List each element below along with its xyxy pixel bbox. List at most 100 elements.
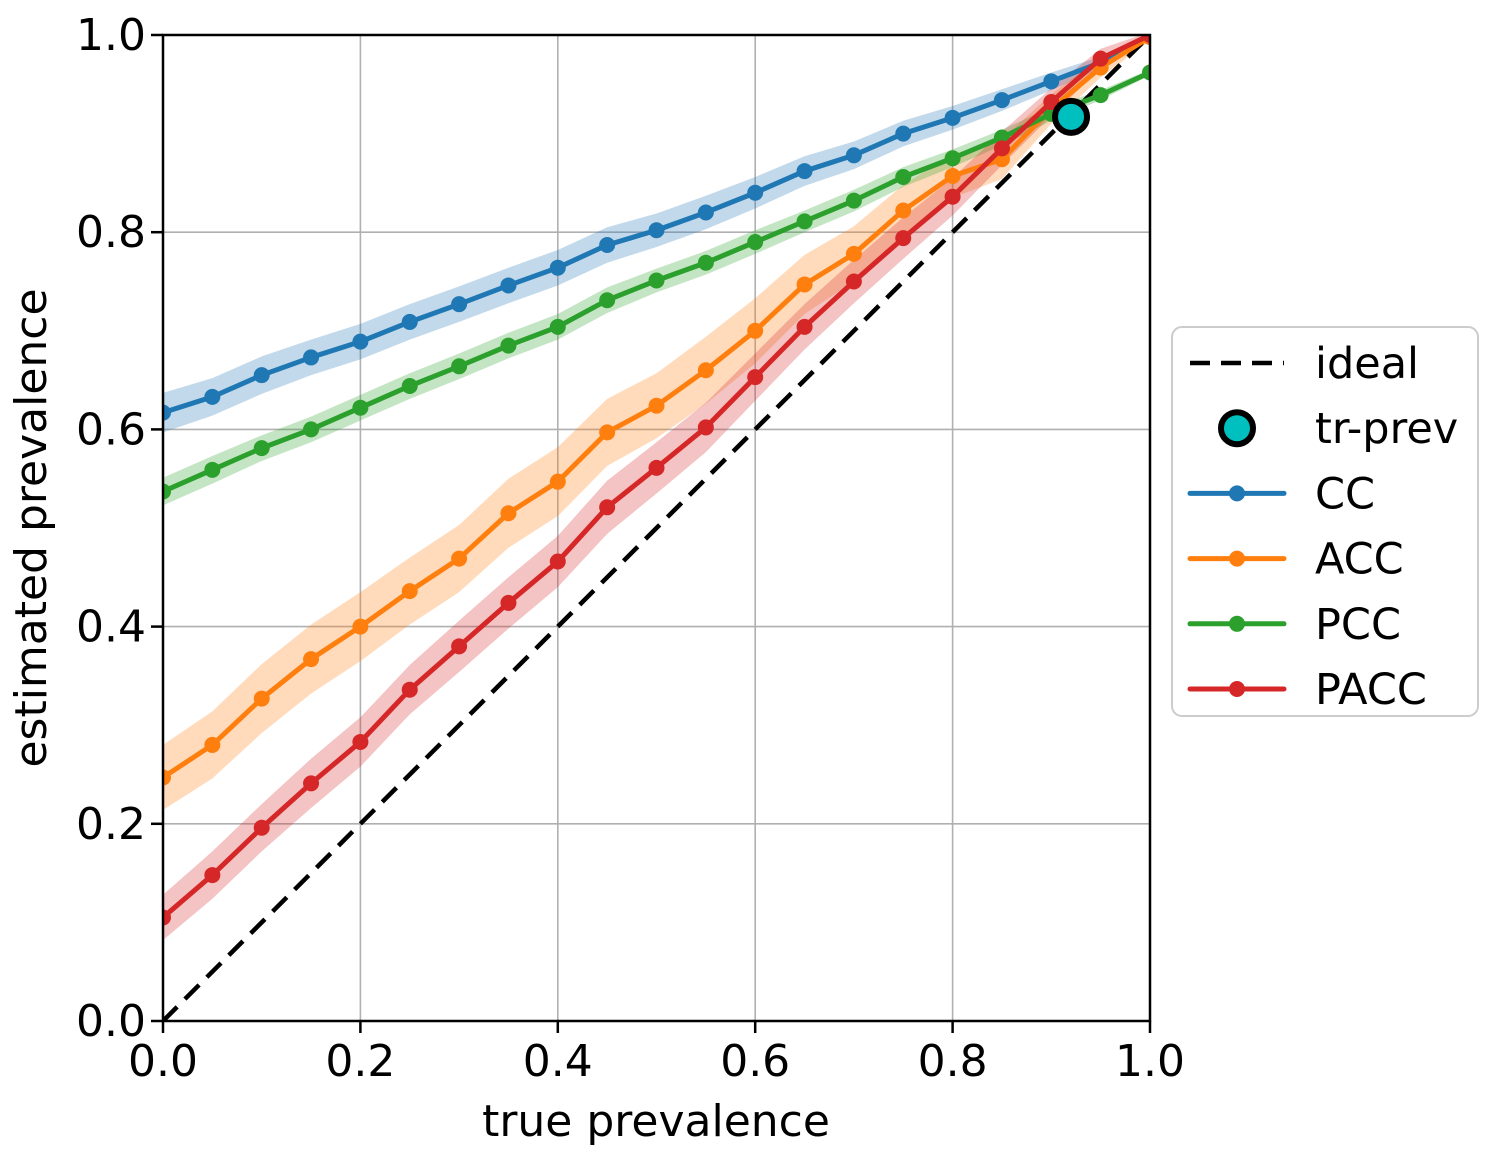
series-pacc-marker <box>500 594 517 611</box>
legend-marker-sample <box>1229 485 1245 502</box>
legend-marker-sample <box>1229 615 1245 632</box>
axis-ticks: 0.00.0 0.2 0.2 0.4 0.4 0.6 0.6 0.8 0.8 1.0 1.0 <box>76 10 1185 1087</box>
series-pacc-marker <box>253 819 270 836</box>
legend-item-tr-prev: tr-prev <box>1218 404 1458 454</box>
series-acc-marker <box>796 276 813 293</box>
series-acc-marker <box>401 583 418 600</box>
series-pacc-marker <box>1043 94 1060 111</box>
x-tick-label-0.8: 0.8 <box>918 1036 988 1087</box>
series-pcc-marker <box>451 358 468 375</box>
series-cc-marker <box>204 388 221 405</box>
series-pcc-marker <box>253 440 270 457</box>
y-tick-label-0.8: 0.8 <box>76 207 146 258</box>
series-pcc-marker <box>500 337 517 354</box>
legend-item-label: PACC <box>1315 665 1427 715</box>
y-tick-label-0.6: 0.6 <box>76 404 146 455</box>
series-pcc-marker <box>163 483 171 500</box>
series-pcc-marker <box>648 272 665 289</box>
series-pcc-marker <box>1092 87 1109 104</box>
series-cc-marker <box>500 277 517 294</box>
series-acc-marker <box>944 167 961 184</box>
series-pacc-marker <box>648 459 665 476</box>
series-cc-marker <box>648 222 665 239</box>
series-pcc-marker <box>303 421 320 438</box>
series-pacc-marker <box>697 419 714 436</box>
x-tick-label-0.4: 0.4 <box>523 1036 593 1087</box>
series-cc <box>163 35 1150 421</box>
series-acc-marker <box>697 362 714 379</box>
series-pcc-marker <box>845 192 862 209</box>
series-acc-marker <box>599 424 616 441</box>
legend-item-ideal: ideal <box>1190 339 1419 389</box>
series-pcc-marker <box>599 292 616 309</box>
series-acc-marker <box>648 397 665 414</box>
series-cc-marker <box>451 296 468 313</box>
legend-item-cc: CC <box>1187 469 1375 519</box>
series-cc-marker <box>895 125 912 142</box>
series-cc-marker <box>303 349 320 366</box>
series-pacc-marker <box>747 369 764 386</box>
legend-marker-sample <box>1229 550 1245 567</box>
y-axis-label: estimated prevalence <box>6 288 57 767</box>
series-pacc-marker <box>163 909 171 926</box>
series-cc-marker <box>401 313 418 330</box>
legend-item-label: ACC <box>1315 535 1404 585</box>
series-pacc-marker <box>993 140 1010 157</box>
series-cc-marker <box>163 404 171 421</box>
series-pcc-marker <box>549 318 566 335</box>
legend-marker-sample <box>1229 681 1245 697</box>
ideal-line <box>163 35 1150 1021</box>
series-pacc <box>163 35 1150 926</box>
series-cc-marker <box>944 109 961 126</box>
series-pcc-marker <box>747 234 764 251</box>
series-acc-band <box>163 35 1150 810</box>
tr-prev-layer <box>1052 97 1091 136</box>
series-pcc-marker <box>204 461 221 478</box>
series-pacc-marker <box>1142 35 1150 43</box>
series-pacc-marker <box>1092 50 1109 67</box>
series-acc-marker <box>253 690 270 707</box>
legend-item-pcc: PCC <box>1187 600 1401 650</box>
series-pacc-marker <box>352 733 369 750</box>
series-pacc-marker <box>451 638 468 655</box>
series-pcc-marker <box>697 254 714 271</box>
series-acc-marker <box>163 769 171 786</box>
series-cc-marker <box>697 204 714 221</box>
series-pacc-band <box>163 35 1150 941</box>
series-pcc-marker <box>895 168 912 185</box>
legend-item-label: tr-prev <box>1315 404 1458 454</box>
series-pacc-marker <box>796 318 813 335</box>
y-tick-label-0.0: 0.0 <box>76 996 146 1047</box>
legend-item-label: ideal <box>1315 339 1419 389</box>
legend: ideal tr-prev CC ACC PCC PACC <box>1171 326 1479 717</box>
tr-prev-marker <box>1052 97 1091 136</box>
series-acc-marker <box>895 202 912 219</box>
legend-item-label: CC <box>1315 469 1375 519</box>
series-cc-marker <box>747 184 764 201</box>
series-pacc-marker <box>599 499 616 516</box>
y-tick-label-0.2: 0.2 <box>76 799 146 850</box>
series-pcc-marker <box>796 213 813 230</box>
legend-item-pacc: PACC <box>1187 665 1427 715</box>
legend-item-label: PCC <box>1315 600 1401 650</box>
series-pcc-marker <box>944 150 961 167</box>
legend-item-acc: ACC <box>1187 535 1404 585</box>
ideal-line-layer <box>163 35 1150 1021</box>
plot-spines <box>161 33 1152 1023</box>
plot-border <box>161 33 1152 1023</box>
x-tick-label-1.0: 1.0 <box>1115 1036 1185 1087</box>
series-pcc-marker <box>1142 64 1150 81</box>
series-acc-marker <box>451 550 468 567</box>
series-pacc-marker <box>845 273 862 290</box>
series-cc-marker <box>845 147 862 164</box>
x-axis-label: true prevalence <box>482 1096 830 1147</box>
series-cc-marker <box>993 92 1010 109</box>
series-cc-marker <box>796 163 813 180</box>
series-pacc-marker <box>303 775 320 792</box>
series-acc-marker <box>500 505 517 522</box>
series-pcc-marker <box>352 399 369 416</box>
series-pacc-marker <box>549 553 566 570</box>
series-pacc-marker <box>944 188 961 205</box>
